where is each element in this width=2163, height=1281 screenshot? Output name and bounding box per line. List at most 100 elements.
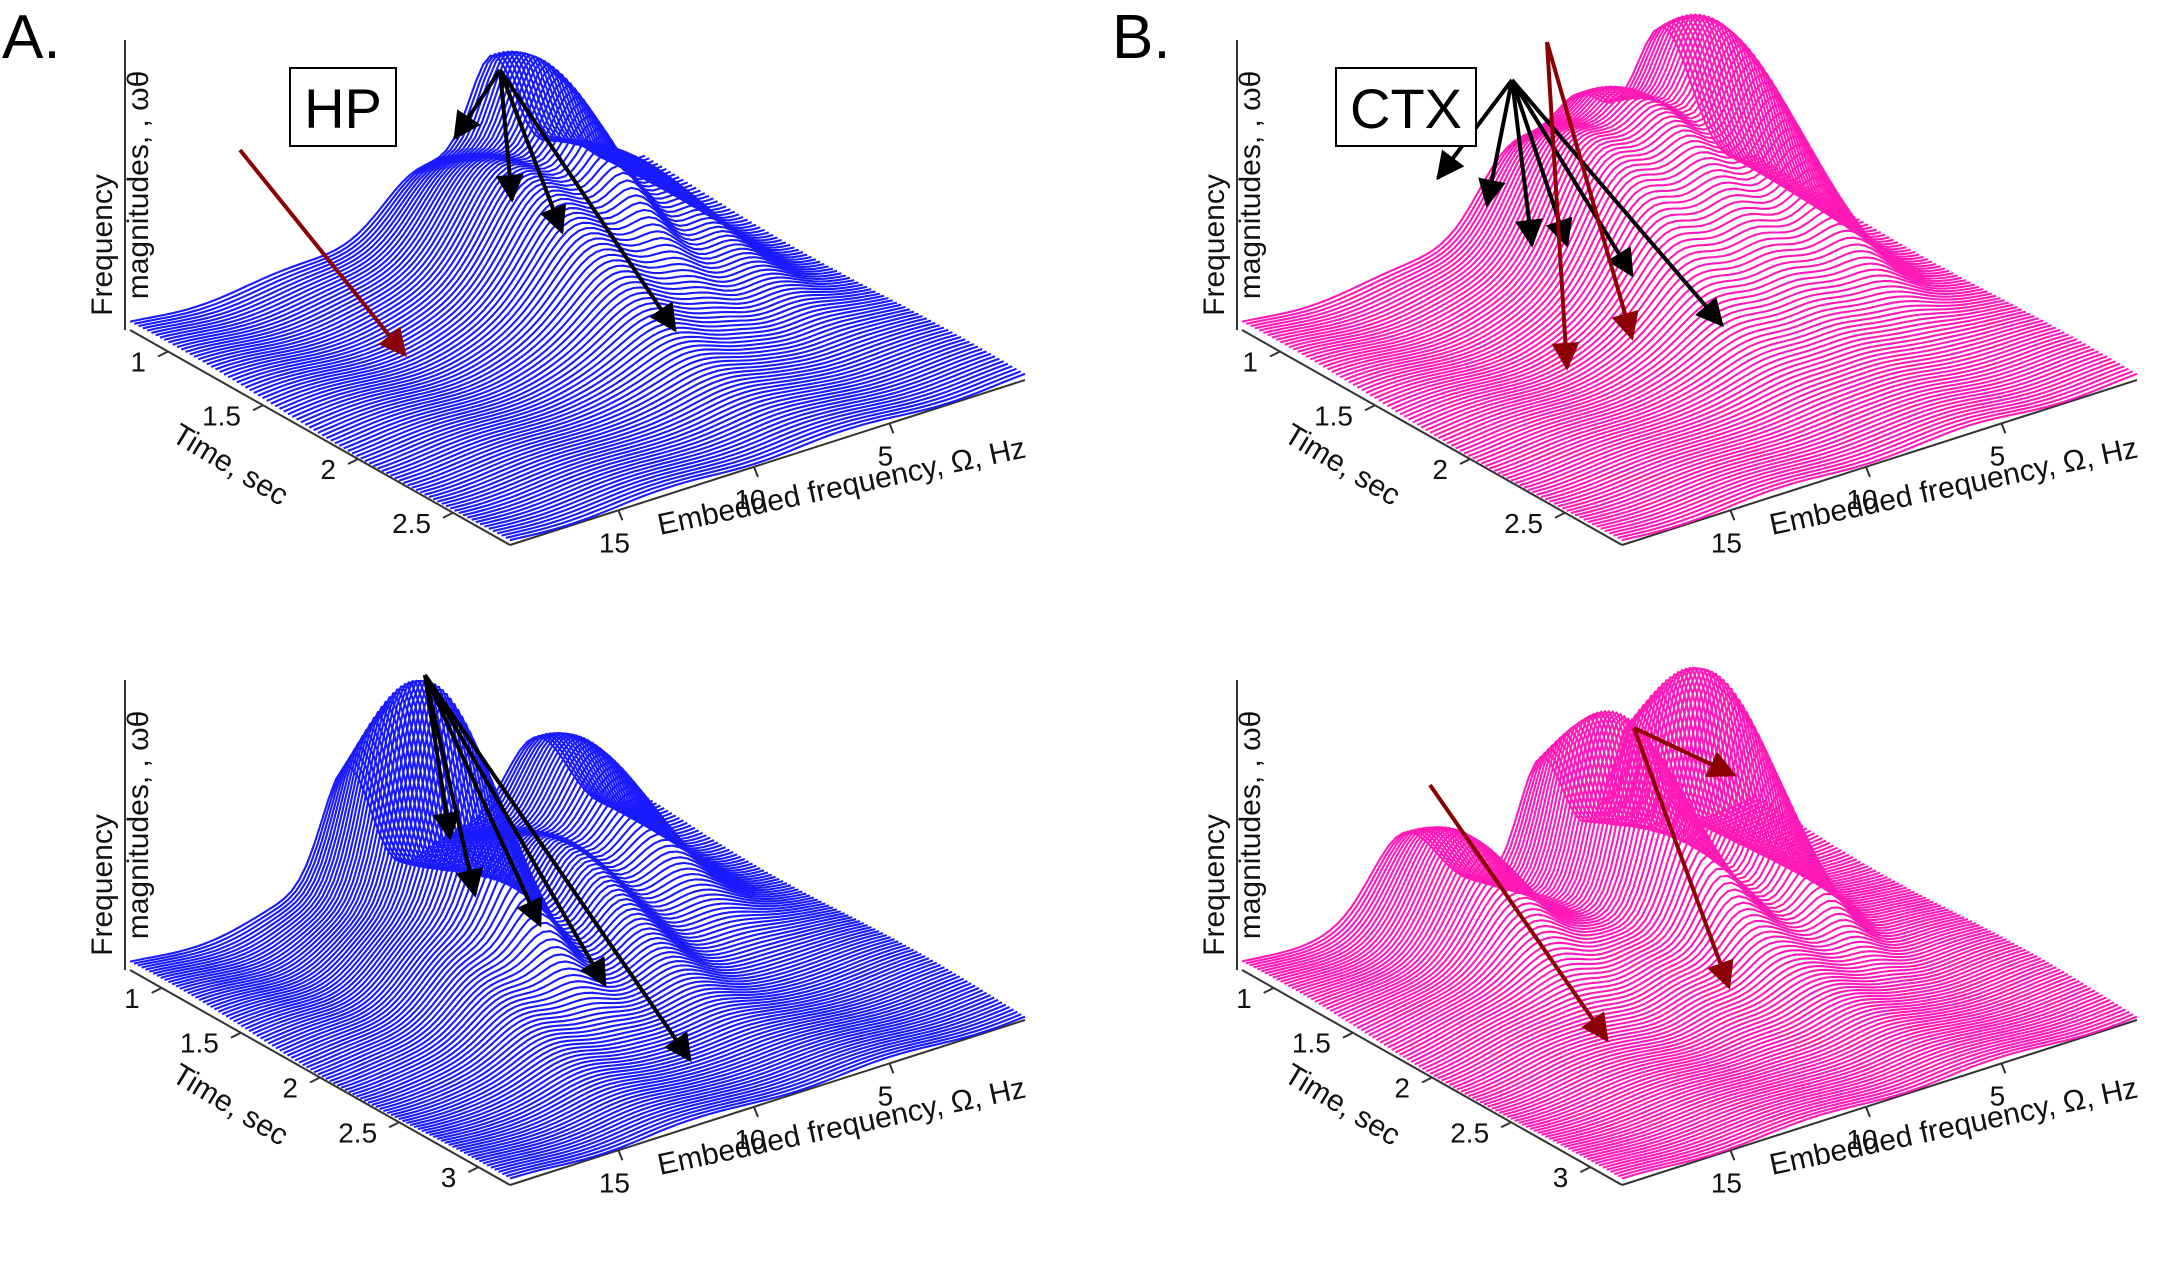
waterfall-plot-hp-top: 1 1.5 2 2.5 5 10 15 Time, sec Embedded frequency…: [86, 40, 1029, 558]
freq-tick: [753, 1106, 759, 1118]
waterfall-line: [1536, 324, 2052, 496]
time-axis-line: [1241, 329, 1623, 546]
waterfall-line: [145, 732, 661, 971]
waterfall-line: [1258, 16, 1775, 332]
time-tick-label: 3: [441, 1162, 457, 1193]
annotation-arrow-red: [1545, 41, 1580, 371]
waterfall-line: [1579, 347, 2095, 519]
z-axis-label-line1: Frequency: [86, 814, 119, 956]
waterfall-line: [129, 54, 646, 323]
waterfall-line: [278, 201, 795, 410]
freq-tick: [617, 1149, 624, 1161]
annotation-arrow-red: [238, 148, 407, 358]
waterfall-line: [1287, 670, 1804, 988]
freq-tick-label: 15: [599, 527, 630, 558]
waterfall-line: [364, 292, 881, 463]
time-tick-label: 3: [1553, 1162, 1569, 1193]
time-axis-label: Time, sec: [1278, 418, 1405, 513]
freq-tick-label: 5: [1990, 1080, 2006, 1111]
waterfall-line: [164, 710, 680, 982]
freq-tick-label: 5: [878, 1080, 894, 1111]
waterfall-line: [363, 930, 880, 1102]
waterfall-line: [156, 722, 673, 977]
freq-axis-label: Embedded frequency, Ω, Hz: [655, 432, 1029, 542]
freq-tick: [1865, 1106, 1871, 1118]
time-tick: [1500, 1121, 1512, 1129]
waterfall-line: [490, 1003, 1007, 1169]
waterfall-line: [1608, 365, 2125, 535]
waterfall-line: [1437, 899, 1954, 1080]
region-label-hp: HP: [304, 77, 382, 140]
waterfall-line: [420, 321, 936, 494]
waterfall-line: [1502, 944, 2019, 1116]
waterfall-line: [432, 328, 949, 501]
time-tick-label: 2.5: [392, 508, 431, 539]
freq-axis-label: Embedded frequency, Ω, Hz: [1767, 432, 2141, 542]
waterfall-line: [367, 932, 884, 1104]
time-tick: [230, 1031, 242, 1039]
time-tick-label: 2.5: [1504, 508, 1543, 539]
waterfall-line: [1519, 315, 2035, 487]
waterfall-line: [313, 895, 830, 1074]
waterfall-line: [1579, 989, 2096, 1157]
waterfall-line: [1529, 959, 2046, 1130]
waterfall-line: [1571, 984, 2088, 1152]
waterfall-line: [368, 294, 885, 465]
waterfall-line: [168, 705, 684, 984]
waterfall-line: [141, 733, 657, 969]
waterfall-line: [306, 876, 822, 1069]
waterfall-line: [406, 952, 922, 1125]
waterfall-line: [1556, 975, 2073, 1144]
waterfall-line: [383, 940, 899, 1113]
waterfall-line: [1521, 955, 2038, 1126]
annotation-arrow-black: [498, 69, 567, 235]
waterfall-line: [1575, 987, 2092, 1155]
waterfall-line: [1476, 292, 1992, 463]
waterfall-line: [300, 236, 817, 424]
waterfall-line: [492, 362, 1009, 533]
waterfall-line: [1467, 285, 1984, 458]
waterfall-line: [1574, 345, 2091, 517]
time-tick: [252, 404, 264, 412]
time-tick-label: 2.5: [338, 1117, 377, 1148]
waterfall-line: [501, 367, 1017, 537]
waterfall-line: [1360, 732, 1877, 1032]
waterfall-line: [1468, 926, 1984, 1098]
waterfall-line: [1291, 669, 1808, 990]
freq-axis-line: [509, 1019, 1026, 1186]
waterfall-line: [1479, 932, 1996, 1104]
waterfall-line: [471, 350, 987, 521]
time-tick: [442, 511, 454, 519]
waterfall-line: [1561, 338, 2078, 510]
waterfall-line: [428, 326, 945, 499]
time-tick: [309, 1076, 321, 1084]
waterfall-line: [454, 340, 970, 512]
waterfall-line: [1568, 982, 2084, 1150]
waterfall-line: [360, 928, 876, 1100]
waterfall-line: [1600, 360, 2117, 530]
waterfall-line: [436, 970, 953, 1140]
time-tick-label: 1.5: [202, 400, 241, 431]
waterfall-line: [1335, 60, 1852, 376]
waterfall-line: [317, 259, 834, 434]
waterfall-line: [496, 365, 1013, 535]
freq-tick-label: 15: [599, 1167, 630, 1198]
freq-tick: [2000, 423, 2007, 434]
waterfall-line: [1613, 367, 2129, 537]
annotation-arrow-black: [423, 674, 484, 898]
waterfall-line: [321, 264, 838, 437]
time-tick: [1554, 511, 1566, 519]
time-axis-label: Time, sec: [166, 1058, 293, 1153]
z-axis-label-line1: Frequency: [86, 174, 119, 316]
time-tick: [347, 458, 359, 465]
waterfall-line: [302, 866, 818, 1067]
waterfall-line: [283, 208, 799, 413]
waterfall-line: [394, 308, 910, 480]
waterfall-line: [270, 186, 787, 405]
time-tick-label: 1: [124, 983, 140, 1014]
waterfall-line: [1540, 326, 2057, 499]
waterfall-line: [298, 856, 815, 1064]
waterfall-line: [386, 942, 903, 1115]
z-axis-label-line2: magnitudes, , ωθ: [1234, 71, 1267, 300]
